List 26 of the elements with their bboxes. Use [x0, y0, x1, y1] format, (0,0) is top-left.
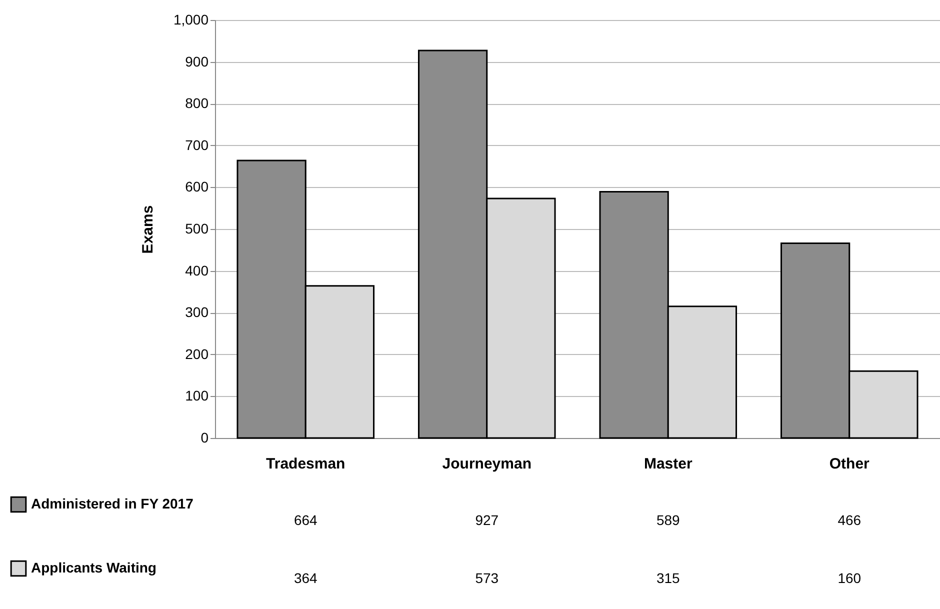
data-label: 589 [656, 512, 680, 528]
data-label: 364 [294, 570, 318, 586]
y-tick-label: 700 [185, 136, 209, 153]
x-tick-label: Other [829, 456, 870, 472]
legend-label: Applicants Waiting [31, 560, 156, 576]
x-tick-label: Tradesman [266, 456, 346, 472]
y-tick-label: 800 [185, 95, 209, 112]
legend-label: Administered in FY 2017 [31, 496, 194, 512]
y-tick-label: 300 [185, 304, 209, 320]
y-tick-label: 200 [185, 346, 209, 362]
x-tick-label: Journeyman [442, 456, 532, 472]
x-tick-label: Master [644, 456, 692, 472]
data-label: 927 [475, 512, 499, 528]
y-tick-label: 100 [185, 388, 209, 404]
data-label: 664 [294, 512, 318, 528]
y-tick-label: 500 [185, 220, 209, 236]
data-label: 466 [838, 512, 862, 528]
y-tick-label: 900 [185, 53, 209, 70]
y-axis-title: Exams [139, 205, 156, 254]
y-tick-label: 600 [185, 178, 209, 195]
y-tick-label: 1,000 [173, 12, 209, 28]
y-tick-label: 0 [200, 430, 209, 446]
data-label: 315 [656, 570, 680, 586]
data-label: 573 [475, 570, 499, 586]
y-tick-label: 400 [185, 262, 209, 278]
data-label: 160 [838, 570, 862, 586]
